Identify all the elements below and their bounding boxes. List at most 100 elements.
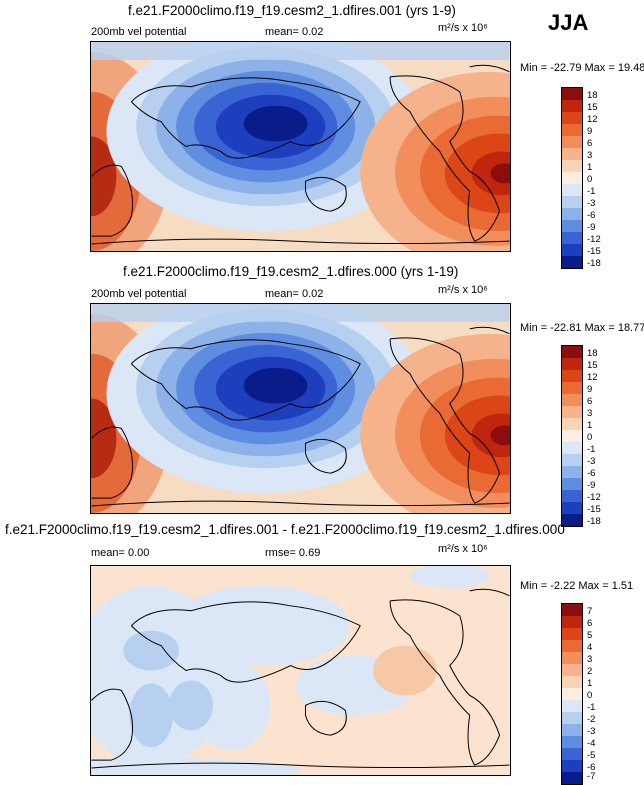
velocity-potential-map — [90, 41, 511, 252]
colorbar-swatch — [562, 616, 582, 628]
units-label: m²/s x 10⁶ — [438, 22, 488, 34]
colorbar-tick: -15 — [587, 504, 601, 515]
colorbar-tick: 6 — [587, 618, 593, 629]
colorbar-swatch — [562, 232, 582, 244]
colorbar-swatch — [562, 466, 582, 478]
colorbar-swatch — [562, 628, 582, 640]
rmse-label: rmse= 0.69 — [265, 547, 321, 559]
units-label: m²/s x 10⁶ — [438, 284, 488, 296]
colorbar-tick: -9 — [587, 480, 596, 491]
colorbar-swatch — [562, 370, 582, 382]
colorbar-tick: 15 — [587, 360, 598, 371]
colorbar-tick: 1 — [587, 420, 593, 431]
colorbar-swatch — [562, 346, 582, 358]
colorbar-swatch — [562, 664, 582, 676]
colorbar-tick: -12 — [587, 492, 601, 503]
colorbar-tick: 5 — [587, 630, 593, 641]
colorbar — [561, 87, 583, 269]
variable-label: 200mb vel potential — [91, 288, 187, 300]
season-label: JJA — [548, 10, 589, 35]
colorbar-swatch — [562, 100, 582, 112]
colorbar-tick: 3 — [587, 654, 593, 665]
panel-title: f.e21.F2000climo.f19_f19.cesm2_1.dfires.… — [5, 522, 565, 537]
colorbar-tick: 3 — [587, 408, 593, 419]
colorbar-tick: 1 — [587, 678, 593, 689]
colorbar-swatch — [562, 490, 582, 502]
velocity-potential-map — [90, 303, 511, 514]
colorbar-tick: 6 — [587, 396, 593, 407]
colorbar-tick: -2 — [587, 714, 596, 725]
colorbar-tick: 18 — [587, 90, 598, 101]
colorbar-swatch — [562, 502, 582, 514]
colorbar-tick: 9 — [587, 126, 593, 137]
mean-label: mean= 0.02 — [265, 288, 324, 300]
colorbar-tick: 9 — [587, 384, 593, 395]
colorbar-swatch — [562, 244, 582, 256]
colorbar-swatch — [562, 736, 582, 748]
colorbar-tick: 2 — [587, 666, 593, 677]
colorbar-swatch — [562, 652, 582, 664]
colorbar-tick: -4 — [587, 738, 596, 749]
colorbar-tick: 4 — [587, 642, 593, 653]
colorbar-swatch — [562, 406, 582, 418]
colorbar-swatch — [562, 442, 582, 454]
colorbar-tick: 1 — [587, 162, 593, 173]
colorbar-tick: -5 — [587, 750, 596, 761]
colorbar-swatch — [562, 220, 582, 232]
colorbar-tick: -18 — [587, 258, 601, 269]
colorbar-swatch — [562, 148, 582, 160]
colorbar-tick: -3 — [587, 198, 596, 209]
colorbar-tick: -3 — [587, 456, 596, 467]
panel-title: f.e21.F2000climo.f19_f19.cesm2_1.dfires.… — [128, 3, 456, 18]
colorbar-swatch — [562, 418, 582, 430]
colorbar-tick: -7 — [587, 771, 596, 782]
colorbar-swatch — [562, 382, 582, 394]
colorbar-swatch — [562, 184, 582, 196]
colorbar-tick: -6 — [587, 762, 596, 773]
minmax-label: Min = -22.81 Max = 18.77 — [520, 322, 644, 334]
colorbar-swatch — [562, 160, 582, 172]
colorbar-tick: -1 — [587, 444, 596, 455]
colorbar-swatch — [562, 760, 582, 772]
colorbar-tick: 0 — [587, 432, 593, 443]
colorbar-swatch — [562, 136, 582, 148]
colorbar-swatch — [562, 430, 582, 442]
colorbar-swatch — [562, 454, 582, 466]
colorbar-swatch — [562, 394, 582, 406]
mean-label: mean= 0.00 — [91, 547, 150, 559]
colorbar — [561, 345, 583, 527]
colorbar-swatch — [562, 676, 582, 688]
colorbar-tick: -15 — [587, 246, 601, 257]
minmax-label: Min = -2.22 Max = 1.51 — [520, 580, 634, 592]
colorbar-tick: -3 — [587, 726, 596, 737]
colorbar-tick: 6 — [587, 138, 593, 149]
colorbar-tick: -18 — [587, 516, 601, 527]
colorbar-swatch — [562, 514, 582, 526]
colorbar-swatch — [562, 208, 582, 220]
colorbar-swatch — [562, 88, 582, 100]
colorbar-tick: -1 — [587, 702, 596, 713]
colorbar-swatch — [562, 172, 582, 184]
colorbar-tick: 0 — [587, 174, 593, 185]
colorbar — [561, 603, 583, 785]
colorbar-swatch — [562, 700, 582, 712]
colorbar-tick: -9 — [587, 222, 596, 233]
colorbar-tick: 0 — [587, 690, 593, 701]
colorbar-swatch — [562, 196, 582, 208]
colorbar-tick: 15 — [587, 102, 598, 113]
units-label: m²/s x 10⁶ — [438, 543, 488, 555]
mean-label: mean= 0.02 — [265, 26, 324, 38]
variable-label: 200mb vel potential — [91, 26, 187, 38]
colorbar-swatch — [562, 640, 582, 652]
colorbar-swatch — [562, 748, 582, 760]
colorbar-tick: 18 — [587, 348, 598, 359]
colorbar-tick: -12 — [587, 234, 601, 245]
colorbar-tick: -6 — [587, 210, 596, 221]
panel-title: f.e21.F2000climo.f19_f19.cesm2_1.dfires.… — [123, 264, 459, 279]
colorbar-tick: -1 — [587, 186, 596, 197]
colorbar-swatch — [562, 712, 582, 724]
colorbar-swatch — [562, 724, 582, 736]
colorbar-swatch — [562, 256, 582, 268]
minmax-label: Min = -22.79 Max = 19.48 — [520, 62, 644, 74]
colorbar-swatch — [562, 358, 582, 370]
